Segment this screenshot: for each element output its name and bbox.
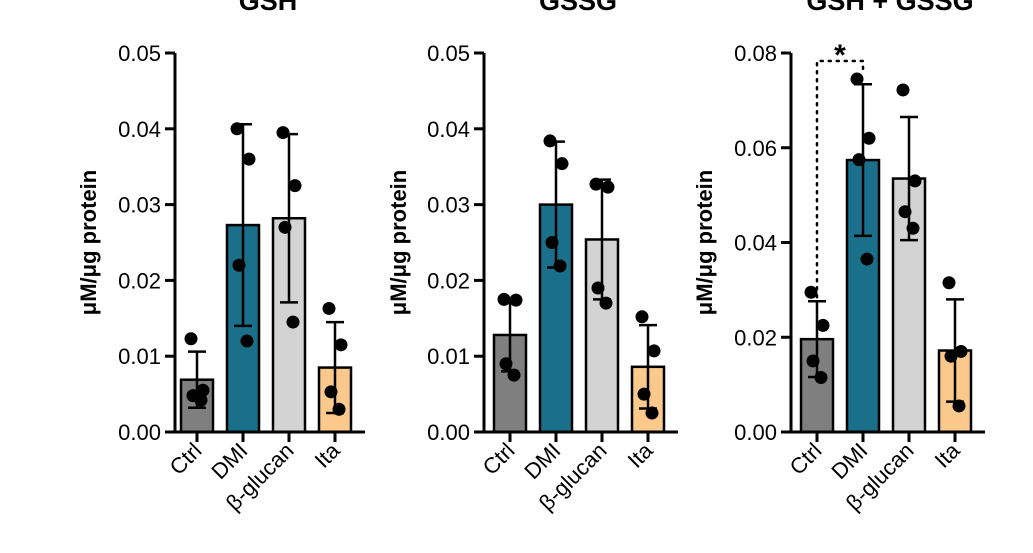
data-point bbox=[816, 318, 830, 332]
data-point bbox=[954, 344, 968, 358]
data-point bbox=[850, 72, 864, 86]
y-tick-label: 0.02 bbox=[118, 268, 161, 293]
y-tick-label: 0.03 bbox=[427, 193, 470, 218]
data-point bbox=[194, 393, 208, 407]
data-point bbox=[242, 152, 256, 166]
y-tick-label: 0.01 bbox=[118, 344, 161, 369]
data-point bbox=[860, 252, 874, 266]
y-tick-label: 0.01 bbox=[427, 344, 470, 369]
data-point bbox=[647, 344, 661, 358]
y-tick-label: 0.00 bbox=[118, 420, 161, 445]
data-point bbox=[599, 296, 613, 310]
data-point bbox=[553, 259, 567, 273]
y-tick-label: 0.05 bbox=[427, 41, 470, 66]
category-label: Ita bbox=[310, 437, 346, 473]
y-tick-label: 0.00 bbox=[427, 420, 470, 445]
data-point bbox=[276, 126, 290, 140]
data-point bbox=[324, 385, 338, 399]
data-point bbox=[601, 180, 615, 194]
data-point bbox=[645, 406, 659, 420]
data-point bbox=[509, 293, 523, 307]
category-label: Ctrl bbox=[478, 438, 520, 480]
significance-star: * bbox=[834, 39, 846, 72]
data-point bbox=[852, 153, 866, 167]
data-point bbox=[908, 174, 922, 188]
data-point bbox=[240, 334, 254, 348]
y-tick-label: 0.03 bbox=[118, 193, 161, 218]
data-point bbox=[906, 221, 920, 235]
data-point bbox=[952, 399, 966, 413]
y-axis-label: μM/μg protein bbox=[692, 170, 717, 315]
data-point bbox=[286, 315, 300, 329]
data-point bbox=[334, 338, 348, 352]
data-point bbox=[898, 205, 912, 219]
y-tick-label: 0.00 bbox=[734, 420, 777, 445]
data-point bbox=[322, 301, 336, 315]
panel-1: GSH μM/μg protein 0.00 0.01 0.02 0.03 0.04 0.05… bbox=[76, 0, 365, 516]
data-point bbox=[944, 349, 958, 363]
data-point bbox=[288, 179, 302, 193]
data-point bbox=[814, 371, 828, 385]
y-tick-label: 0.04 bbox=[734, 231, 777, 256]
data-point bbox=[555, 157, 569, 171]
data-point bbox=[862, 131, 876, 145]
data-point bbox=[806, 354, 820, 368]
data-point bbox=[232, 258, 246, 272]
category-label: Ctrl bbox=[165, 438, 207, 480]
data-point bbox=[545, 236, 559, 249]
panel-title: GSH + GSSG bbox=[806, 0, 973, 16]
y-axis-label: μM/μg protein bbox=[76, 170, 101, 315]
data-point bbox=[230, 122, 244, 136]
y-tick-label: 0.05 bbox=[118, 41, 161, 66]
data-point bbox=[332, 402, 346, 416]
category-label: Ctrl bbox=[785, 438, 827, 480]
y-tick-label: 0.02 bbox=[734, 325, 777, 350]
data-point bbox=[497, 292, 511, 306]
y-tick-label: 0.04 bbox=[427, 117, 470, 142]
y-axis-label: μM/μg protein bbox=[386, 170, 411, 315]
data-point bbox=[591, 281, 605, 295]
data-point bbox=[942, 276, 956, 290]
data-point bbox=[278, 220, 292, 234]
data-point bbox=[499, 357, 513, 371]
panel-2: GSSG μM/μg protein 0.00 0.01 0.02 0.03 0.04 0.0… bbox=[386, 0, 678, 516]
data-point bbox=[635, 310, 649, 324]
panel-3: GSH + GSSG μM/μg protein 0.00 0.02 0.04 0.06 0… bbox=[692, 0, 985, 516]
data-point bbox=[184, 332, 198, 346]
panel-title: GSSG bbox=[539, 0, 617, 16]
data-point bbox=[804, 285, 818, 299]
category-label: Ita bbox=[930, 437, 966, 473]
data-point bbox=[896, 83, 910, 97]
data-point bbox=[543, 134, 557, 148]
data-point bbox=[507, 368, 521, 382]
significance-bracket bbox=[815, 59, 865, 299]
category-label: Ita bbox=[623, 437, 659, 473]
panel-title: GSH bbox=[239, 0, 298, 16]
y-tick-label: 0.02 bbox=[427, 268, 470, 293]
data-point bbox=[196, 383, 210, 397]
y-tick-label: 0.04 bbox=[118, 117, 161, 142]
y-tick-label: 0.06 bbox=[734, 136, 777, 161]
y-tick-label: 0.08 bbox=[734, 41, 777, 66]
data-point bbox=[637, 387, 651, 401]
data-point bbox=[589, 177, 603, 191]
